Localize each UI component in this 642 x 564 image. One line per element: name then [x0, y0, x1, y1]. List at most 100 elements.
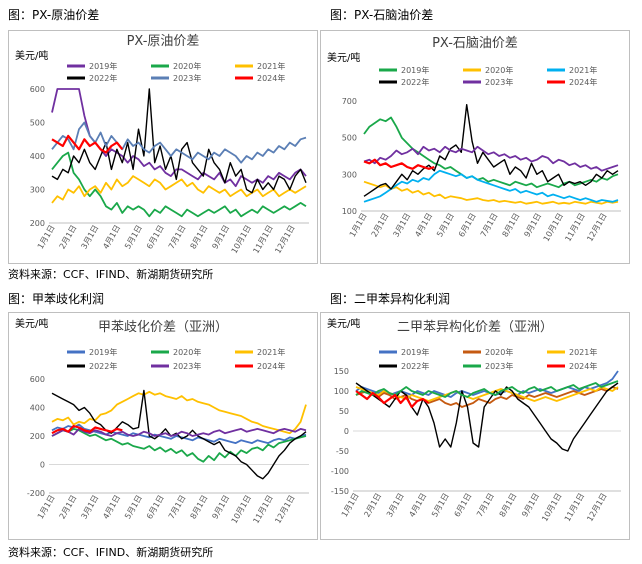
- legend-label: 2022年: [401, 77, 429, 87]
- x-tick-label: 8月1日: [501, 212, 522, 239]
- legend-label: 2021年: [569, 65, 597, 75]
- x-tick-label: 11月1日: [251, 494, 274, 526]
- x-tick-label: 4月1日: [413, 212, 434, 239]
- x-tick-label: 5月1日: [430, 492, 451, 519]
- legend-label: 2022年: [89, 361, 117, 371]
- chart-panel-px-crude: PX-原油价差 美元/吨 2019年 2020年 2021年 2022年 2023年 2024…: [8, 30, 318, 264]
- series-line-2019: [363, 116, 619, 189]
- x-tick-label: 4月1日: [101, 494, 122, 521]
- y-tick-label: 50: [339, 407, 349, 416]
- caption-px-naphtha: 图：PX-石脑油价差: [330, 8, 434, 22]
- y-tick-label: 700: [342, 97, 357, 106]
- x-tick-label: 5月1日: [435, 212, 456, 239]
- legend-label: 2023年: [173, 73, 201, 83]
- x-tick-label: 6月1日: [457, 212, 478, 239]
- chart-title: PX-石脑油价差: [432, 36, 518, 51]
- series-line-2020: [363, 180, 619, 205]
- y-tick-label: 0: [40, 461, 45, 470]
- x-tick-label: 9月1日: [522, 212, 543, 239]
- y-axis-unit: 美元/吨: [327, 317, 360, 330]
- x-tick-label: 3月1日: [79, 494, 100, 521]
- x-tick-label: 11月1日: [251, 224, 274, 256]
- y-tick-label: 300: [30, 186, 45, 195]
- y-tick-label: -50: [336, 447, 349, 456]
- x-tick-label: 2月1日: [370, 212, 391, 239]
- source-note-bottom: 资料来源：CCF、IFIND、新湖期货研究所: [8, 546, 214, 559]
- x-tick-label: 3月1日: [385, 492, 406, 519]
- chart-panel-toluene: 甲苯歧化价差（亚洲） 美元/吨 2019年 2020年 2021年 2022年 2023年 2…: [8, 312, 318, 540]
- x-tick-label: 10月1日: [230, 494, 253, 526]
- legend-label: 2023年: [173, 361, 201, 371]
- series-line-2021: [51, 175, 307, 204]
- x-tick-label: 9月1日: [210, 494, 231, 521]
- legend-label: 2023年: [485, 77, 513, 87]
- y-tick-label: 150: [334, 367, 349, 376]
- series-line-2024: [355, 390, 430, 409]
- x-tick-label: 4月1日: [101, 224, 122, 251]
- x-tick-label: 12月1日: [585, 212, 608, 244]
- y-tick-label: 400: [30, 404, 45, 413]
- legend-label: 2024年: [257, 73, 285, 83]
- x-tick-label: 8月1日: [189, 494, 210, 521]
- caption-xylene-isomerization: 图：二甲苯异构化利润: [330, 292, 451, 306]
- y-axis-unit: 美元/吨: [15, 49, 48, 62]
- y-tick-label: -200: [27, 489, 45, 498]
- chart-panel-xylene: 二甲苯异构化价差（亚洲） 美元/吨 2019年 2020年 2021年 2022年 2023…: [320, 312, 630, 540]
- y-axis-unit: 美元/吨: [327, 51, 360, 64]
- y-tick-label: 300: [342, 170, 357, 179]
- x-tick-label: 5月1日: [123, 224, 144, 251]
- x-tick-label: 8月1日: [498, 492, 519, 519]
- series-line-2023: [355, 380, 619, 398]
- y-tick-label: 200: [30, 432, 45, 441]
- x-tick-label: 6月1日: [145, 494, 166, 521]
- x-tick-label: 10月1日: [540, 492, 563, 524]
- series-line-2023: [51, 121, 307, 164]
- y-tick-label: 500: [30, 119, 45, 128]
- x-tick-label: 2月1日: [58, 494, 79, 521]
- series-line-2023: [51, 428, 307, 437]
- x-tick-label: 10月1日: [542, 212, 565, 244]
- x-tick-label: 9月1日: [210, 224, 231, 251]
- caption-toluene-disproportionation: 图：甲苯歧化利润: [8, 292, 105, 306]
- series-line-2020: [51, 151, 307, 218]
- y-tick-label: 0: [344, 427, 349, 436]
- legend-label: 2020年: [485, 347, 513, 357]
- x-tick-label: 12月1日: [585, 492, 608, 524]
- series-line-2024: [51, 134, 124, 154]
- x-tick-label: 6月1日: [453, 492, 474, 519]
- legend-label: 2020年: [485, 65, 513, 75]
- chart-panel-px-naphtha: PX-石脑油价差 美元/吨 2019年 2020年 2021年 2022年 2023年 202…: [320, 30, 630, 264]
- legend-label: 2024年: [569, 77, 597, 87]
- chart-xylene: 二甲苯异构化价差（亚洲） 美元/吨 2019年 2020年 2021年 2022年 2023…: [327, 317, 621, 524]
- x-tick-label: 2月1日: [362, 492, 383, 519]
- x-tick-label: 7月1日: [167, 224, 188, 251]
- legend-label: 2021年: [257, 61, 285, 71]
- y-tick-label: 100: [334, 387, 349, 396]
- x-tick-label: 12月1日: [273, 224, 296, 256]
- chart-title: PX-原油价差: [127, 34, 200, 49]
- legend-label: 2019年: [89, 347, 117, 357]
- y-axis-unit: 美元/吨: [15, 317, 48, 330]
- x-tick-label: 3月1日: [79, 224, 100, 251]
- y-tick-label: 200: [30, 219, 45, 228]
- legend-label: 2022年: [401, 361, 429, 371]
- x-tick-label: 5月1日: [123, 494, 144, 521]
- x-tick-label: 9月1日: [520, 492, 541, 519]
- series-line-2023: [363, 145, 619, 172]
- x-tick-label: 11月1日: [563, 212, 586, 244]
- series-line-2022: [51, 389, 307, 480]
- legend-label: 2019年: [89, 61, 117, 71]
- y-tick-label: 100: [342, 207, 357, 216]
- chart-toluene: 甲苯歧化价差（亚洲） 美元/吨 2019年 2020年 2021年 2022年 2023年 2…: [15, 317, 309, 526]
- x-tick-label: 11月1日: [563, 492, 586, 524]
- x-tick-label: 10月1日: [230, 224, 253, 256]
- y-tick-label: -100: [331, 467, 349, 476]
- legend-label: 2023年: [485, 361, 513, 371]
- legend-label: 2024年: [569, 361, 597, 371]
- source-note-top: 资料来源：CCF、IFIND、新湖期货研究所: [8, 268, 214, 281]
- legend-label: 2021年: [257, 347, 285, 357]
- caption-px-crude: 图：PX-原油价差: [8, 8, 100, 22]
- y-tick-label: 600: [30, 375, 45, 384]
